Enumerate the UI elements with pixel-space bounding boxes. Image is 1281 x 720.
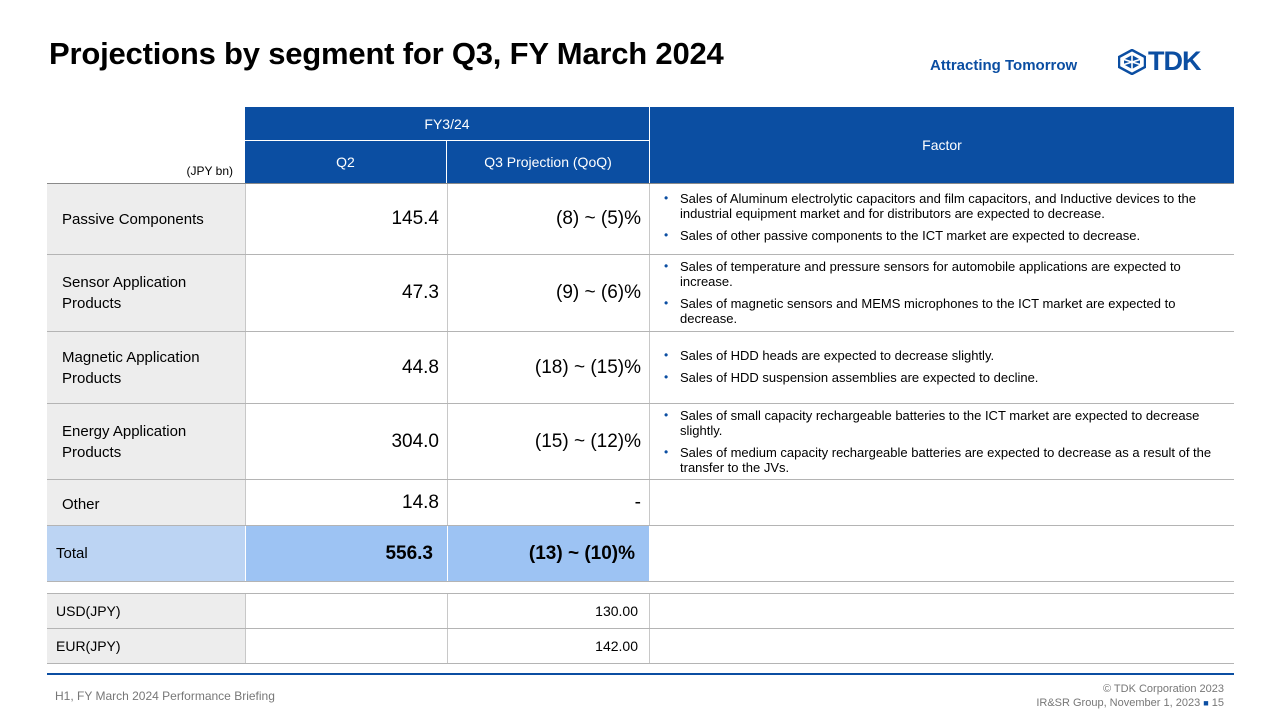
q3-projection: -: [447, 480, 649, 525]
fy-header: FY3/24: [245, 107, 649, 141]
factor-bullet: Sales of medium capacity rechargeable ba…: [664, 445, 1224, 475]
q2-value: 14.8: [245, 480, 447, 525]
table-row-other: Other 14.8 -: [47, 480, 1234, 526]
tdk-emblem-icon: [1118, 48, 1146, 75]
factor-bullet: Sales of temperature and pressure sensor…: [664, 259, 1224, 289]
factor-cell: Sales of HDD heads are expected to decre…: [649, 332, 1234, 403]
factor-bullet: Sales of HDD heads are expected to decre…: [664, 348, 1224, 363]
unit-label: (JPY bn): [186, 164, 233, 178]
factor-bullet: Sales of HDD suspension assemblies are e…: [664, 370, 1224, 385]
fx-row-eur: EUR(JPY) 142.00: [47, 629, 1234, 664]
page-title: Projections by segment for Q3, FY March …: [49, 36, 724, 71]
footer-divider: [47, 673, 1234, 675]
segment-label: Sensor Application Products: [47, 255, 245, 331]
tdk-logo: TDK: [1118, 46, 1201, 77]
segment-label: Other: [47, 480, 245, 525]
table-row: Sensor Application Products 47.3 (9) ~ (…: [47, 255, 1234, 332]
page-number: 15: [1211, 697, 1224, 709]
footer-group: IR&SR Group, November 1, 2023: [1036, 697, 1201, 709]
segment-label: Magnetic Application Products: [47, 332, 245, 403]
copyright: © TDK Corporation 2023: [1102, 683, 1224, 695]
table-row: Magnetic Application Products 44.8 (18) …: [47, 332, 1234, 404]
table-row: Passive Components 145.4 (8) ~ (5)% Sale…: [47, 184, 1234, 255]
segment-label: Energy Application Products: [47, 404, 245, 479]
footer-title: H1, FY March 2024 Performance Briefing: [55, 689, 275, 703]
fx-row-usd: USD(JPY) 130.00: [47, 594, 1234, 629]
factor-bullet: Sales of Aluminum electrolytic capacitor…: [664, 191, 1224, 221]
fx-label: USD(JPY): [47, 594, 245, 628]
q3-projection: (9) ~ (6)%: [447, 255, 649, 331]
q3-projection: (8) ~ (5)%: [447, 184, 649, 254]
table-row-total: Total 556.3 (13) ~ (10)%: [47, 526, 1234, 582]
table-header: (JPY bn) FY3/24 Q2 Q3 Projection (QoQ) F…: [47, 107, 1234, 183]
separator-dot-icon: ■: [1203, 698, 1209, 708]
q3-projection: (15) ~ (12)%: [447, 404, 649, 479]
q2-value: 47.3: [245, 255, 447, 331]
q2-value: 145.4: [245, 184, 447, 254]
footer-info: © TDK Corporation 2023 IR&SR Group, Nove…: [1036, 682, 1224, 710]
total-q3-projection: (13) ~ (10)%: [447, 526, 649, 581]
factor-bullet: Sales of small capacity rechargeable bat…: [664, 408, 1224, 438]
fx-value: 142.00: [447, 629, 649, 663]
factor-bullet: Sales of magnetic sensors and MEMS micro…: [664, 296, 1224, 326]
q2-value: 44.8: [245, 332, 447, 403]
fx-label: EUR(JPY): [47, 629, 245, 663]
segment-label: Passive Components: [47, 184, 245, 254]
factor-header: Factor: [649, 107, 1234, 183]
q2-value: 304.0: [245, 404, 447, 479]
q3-header: Q3 Projection (QoQ): [447, 141, 649, 183]
projection-table: (JPY bn) FY3/24 Q2 Q3 Projection (QoQ) F…: [47, 107, 1234, 664]
q2-header: Q2: [245, 141, 447, 183]
factor-cell: Sales of small capacity rechargeable bat…: [649, 404, 1234, 479]
fx-value: 130.00: [447, 594, 649, 628]
tagline: Attracting Tomorrow: [930, 57, 1078, 74]
factor-cell: Sales of Aluminum electrolytic capacitor…: [649, 184, 1234, 254]
total-label: Total: [47, 526, 245, 581]
total-q2-value: 556.3: [245, 526, 447, 581]
factor-cell: Sales of temperature and pressure sensor…: [649, 255, 1234, 331]
factor-bullet: Sales of other passive components to the…: [664, 228, 1224, 243]
logo-text: TDK: [1148, 46, 1201, 76]
q3-projection: (18) ~ (15)%: [447, 332, 649, 403]
table-row: Energy Application Products 304.0 (15) ~…: [47, 404, 1234, 480]
